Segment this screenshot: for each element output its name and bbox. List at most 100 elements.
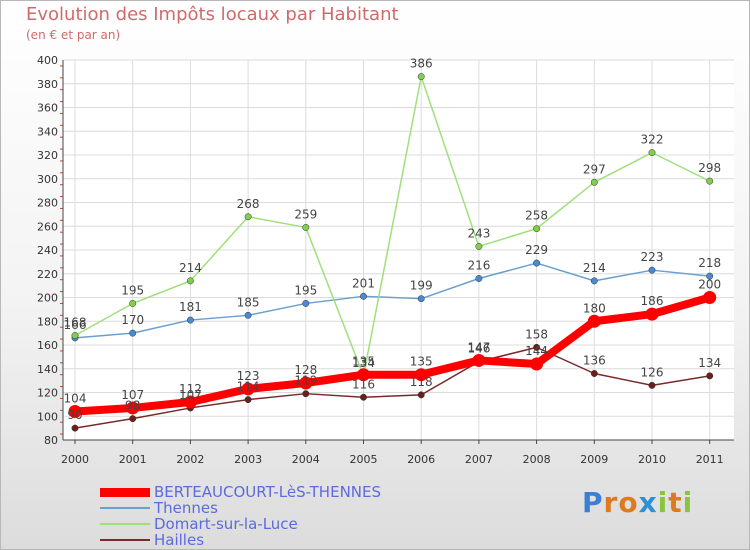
data-label: 201 bbox=[352, 276, 375, 290]
data-point bbox=[648, 266, 656, 274]
x-tick-label: 2001 bbox=[119, 453, 147, 466]
y-tick-label: 220 bbox=[37, 268, 58, 281]
data-point bbox=[129, 329, 137, 337]
data-point bbox=[302, 390, 310, 398]
data-point bbox=[590, 370, 598, 377]
data-label: 90 bbox=[67, 408, 82, 422]
y-tick-label: 360 bbox=[37, 102, 58, 115]
x-tick-label: 2006 bbox=[407, 453, 435, 466]
data-point bbox=[241, 382, 255, 396]
data-point bbox=[360, 393, 367, 401]
series-line-thennes bbox=[74, 262, 711, 339]
logo-letter: t bbox=[668, 486, 683, 519]
data-point bbox=[472, 353, 486, 367]
data-point bbox=[533, 259, 541, 267]
data-label: 243 bbox=[467, 226, 490, 240]
data-point bbox=[129, 299, 137, 307]
data-label: 135 bbox=[410, 355, 433, 369]
series-line-berteaucourt-l-s-thennes bbox=[71, 293, 714, 416]
data-point bbox=[244, 396, 252, 404]
data-point bbox=[648, 381, 656, 389]
data-label: 386 bbox=[410, 57, 433, 71]
data-label: 104 bbox=[64, 392, 87, 406]
data-label: 195 bbox=[294, 283, 317, 297]
data-point bbox=[645, 307, 659, 321]
y-tick-label: 180 bbox=[37, 315, 58, 328]
data-point bbox=[302, 299, 310, 307]
legend-swatch bbox=[100, 507, 150, 509]
data-label: 128 bbox=[294, 363, 317, 377]
data-label: 158 bbox=[525, 327, 548, 341]
data-label: 180 bbox=[583, 301, 606, 315]
data-point bbox=[417, 391, 425, 399]
data-label: 229 bbox=[525, 243, 548, 257]
logo-letter: r bbox=[603, 486, 619, 519]
legend-label: Domart-sur-la-Luce bbox=[154, 515, 298, 533]
data-label: 195 bbox=[121, 283, 144, 297]
chart-title: Evolution des Impôts locaux par Habitant bbox=[26, 4, 399, 25]
data-point bbox=[475, 242, 483, 250]
y-tick-label: 280 bbox=[37, 197, 58, 210]
legend-label: Hailles bbox=[154, 531, 205, 549]
y-tick-label: 320 bbox=[37, 149, 58, 162]
y-tick-label: 260 bbox=[37, 220, 58, 233]
data-label: 297 bbox=[583, 162, 606, 176]
legend-swatch bbox=[100, 523, 150, 525]
legend-swatch bbox=[100, 539, 150, 541]
proxiti-logo: Proxiti bbox=[582, 486, 693, 519]
data-label: 123 bbox=[237, 369, 260, 383]
x-tick-label: 2007 bbox=[465, 453, 493, 466]
data-point bbox=[302, 223, 310, 231]
data-label: 322 bbox=[641, 133, 664, 147]
data-point bbox=[706, 372, 714, 380]
data-label: 258 bbox=[525, 209, 548, 223]
data-label: 98 bbox=[125, 399, 140, 413]
x-tick-label: 2008 bbox=[523, 453, 551, 466]
data-point bbox=[186, 277, 194, 285]
y-tick-label: 160 bbox=[37, 339, 58, 352]
series-line-hailles bbox=[74, 346, 711, 429]
data-point bbox=[244, 213, 252, 221]
y-tick-label: 200 bbox=[37, 292, 58, 305]
chart-grid bbox=[63, 59, 734, 441]
y-tick-label: 380 bbox=[37, 78, 58, 91]
logo-letter: i bbox=[657, 486, 669, 519]
data-point bbox=[475, 275, 483, 282]
x-tick-label: 2004 bbox=[292, 453, 320, 466]
data-label: 107 bbox=[121, 388, 144, 402]
chart-series bbox=[68, 73, 717, 432]
logo-letter: x bbox=[638, 486, 658, 519]
data-point bbox=[186, 316, 194, 324]
y-tick-label: 140 bbox=[37, 363, 58, 376]
data-point bbox=[706, 177, 714, 185]
x-tick-label: 2003 bbox=[234, 453, 262, 466]
logo-letter: P bbox=[582, 486, 604, 519]
data-point bbox=[68, 405, 82, 418]
data-label: 144 bbox=[525, 344, 548, 358]
data-label: 298 bbox=[698, 161, 721, 175]
data-label: 135 bbox=[352, 355, 375, 369]
data-label: 112 bbox=[179, 382, 202, 396]
legend-label: BERTEAUCOURT-LèS-THENNES bbox=[154, 483, 382, 501]
data-point bbox=[417, 295, 425, 303]
data-point bbox=[417, 73, 425, 81]
legend-swatch bbox=[100, 487, 150, 497]
data-label: 126 bbox=[641, 365, 664, 379]
data-label: 147 bbox=[467, 340, 490, 354]
data-point bbox=[706, 272, 714, 280]
data-label: 268 bbox=[237, 197, 260, 211]
data-label: 136 bbox=[583, 354, 606, 368]
y-tick-label: 120 bbox=[37, 387, 58, 400]
data-label: 114 bbox=[237, 380, 260, 394]
x-tick-label: 2002 bbox=[176, 453, 204, 466]
x-tick-label: 2009 bbox=[580, 453, 608, 466]
y-tick-label: 400 bbox=[37, 54, 58, 67]
data-label: 119 bbox=[294, 374, 317, 388]
data-label: 200 bbox=[698, 278, 721, 292]
data-label: 223 bbox=[641, 250, 664, 264]
y-tick-label: 340 bbox=[37, 125, 58, 138]
y-tick-label: 100 bbox=[37, 410, 58, 423]
chart-subtitle: (en € et par an) bbox=[26, 28, 121, 42]
legend-label: Thennes bbox=[154, 499, 218, 517]
